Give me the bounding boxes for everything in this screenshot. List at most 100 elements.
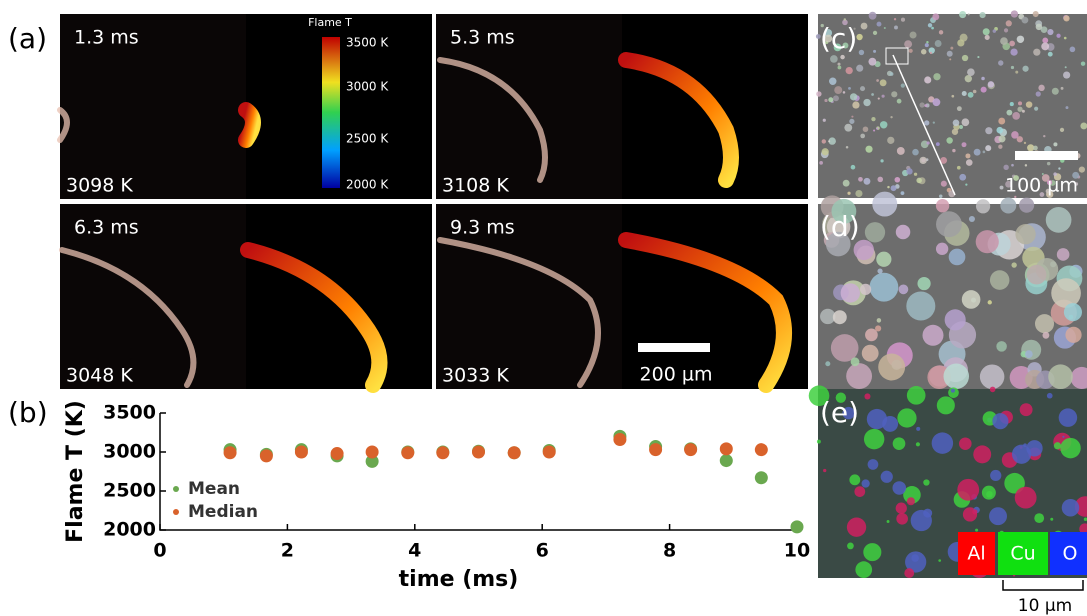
particle — [1026, 264, 1047, 285]
flame-glow — [57, 107, 70, 143]
particle — [1021, 16, 1029, 24]
particle — [985, 127, 993, 135]
particle — [865, 328, 878, 342]
particle — [824, 29, 833, 37]
eds-legend-box — [1050, 532, 1087, 575]
particle — [989, 507, 1007, 526]
particle — [987, 81, 995, 88]
particle — [982, 28, 990, 36]
x-tick-label: 6 — [536, 540, 549, 562]
particle — [860, 133, 866, 139]
particle — [906, 497, 915, 506]
particle — [830, 55, 838, 63]
scale-label: 100 µm — [1005, 175, 1078, 197]
particle — [926, 41, 929, 44]
particle — [986, 490, 993, 498]
particle — [912, 148, 919, 156]
particle — [1063, 15, 1070, 22]
thermal-flame — [238, 102, 261, 148]
particle — [1063, 71, 1071, 79]
particle — [891, 91, 898, 98]
particle — [919, 156, 927, 165]
particle — [938, 559, 942, 562]
particle — [1034, 106, 1039, 111]
frame-time: 6.3 ms — [74, 217, 139, 239]
particle — [924, 76, 932, 84]
particle — [856, 33, 863, 41]
particle — [877, 268, 883, 274]
particle — [1012, 112, 1021, 120]
camera-image — [60, 14, 246, 199]
particle — [1003, 28, 1009, 33]
particle — [906, 168, 913, 175]
particle — [1025, 101, 1033, 108]
particle — [848, 86, 851, 90]
particle — [1038, 84, 1045, 92]
panel-label: (c) — [820, 22, 857, 55]
particle — [989, 270, 1010, 290]
particle — [900, 83, 905, 88]
particle — [876, 127, 879, 130]
particle — [906, 291, 936, 321]
particle — [1000, 37, 1008, 45]
frame-time: 5.3 ms — [450, 27, 515, 49]
particle — [846, 517, 867, 537]
particle — [961, 290, 981, 309]
particle — [1050, 517, 1054, 521]
particle — [950, 46, 954, 50]
particle — [1015, 224, 1036, 245]
particle — [893, 18, 897, 21]
particle — [1061, 498, 1080, 517]
particle — [873, 49, 877, 53]
particle — [1056, 248, 1070, 261]
particle — [876, 318, 882, 323]
particle — [849, 118, 855, 124]
eds-legend-label: O — [1063, 543, 1078, 565]
particle — [929, 51, 933, 54]
frame-time: 1.3 ms — [74, 27, 139, 49]
particle — [890, 185, 897, 192]
particle — [1010, 65, 1015, 70]
particle — [844, 123, 853, 132]
data-point — [330, 447, 344, 461]
particle — [905, 551, 927, 573]
particle — [855, 189, 863, 198]
particle — [845, 66, 853, 75]
particle — [965, 153, 971, 159]
particle — [820, 308, 836, 325]
particle — [862, 126, 869, 133]
panel-label: (a) — [8, 22, 47, 55]
particle — [1017, 106, 1023, 112]
particle — [858, 176, 863, 182]
particle — [927, 23, 933, 28]
particle — [968, 215, 975, 223]
particle — [822, 118, 826, 122]
particle — [961, 142, 967, 148]
particle — [946, 50, 953, 57]
particle — [977, 55, 980, 59]
x-axis-label: time (ms) — [399, 567, 519, 592]
zoom-box — [885, 47, 909, 65]
particle — [852, 101, 860, 109]
particle — [900, 17, 906, 22]
particle — [876, 79, 879, 82]
particle — [1040, 26, 1048, 34]
particle — [1032, 11, 1039, 18]
particle — [932, 98, 941, 107]
particle — [949, 58, 952, 61]
particle — [975, 528, 979, 532]
particle — [825, 361, 831, 367]
particle — [1051, 278, 1081, 308]
data-point — [754, 443, 768, 457]
particle — [842, 91, 846, 94]
particle — [828, 137, 836, 145]
particle — [1042, 331, 1050, 339]
legend-marker — [173, 486, 179, 492]
particle — [881, 94, 885, 98]
particle — [904, 40, 913, 49]
particle — [1045, 188, 1051, 194]
particle — [1060, 86, 1064, 90]
scale-label: 200 µm — [640, 364, 713, 386]
particle — [989, 386, 996, 393]
particle — [1010, 48, 1018, 56]
